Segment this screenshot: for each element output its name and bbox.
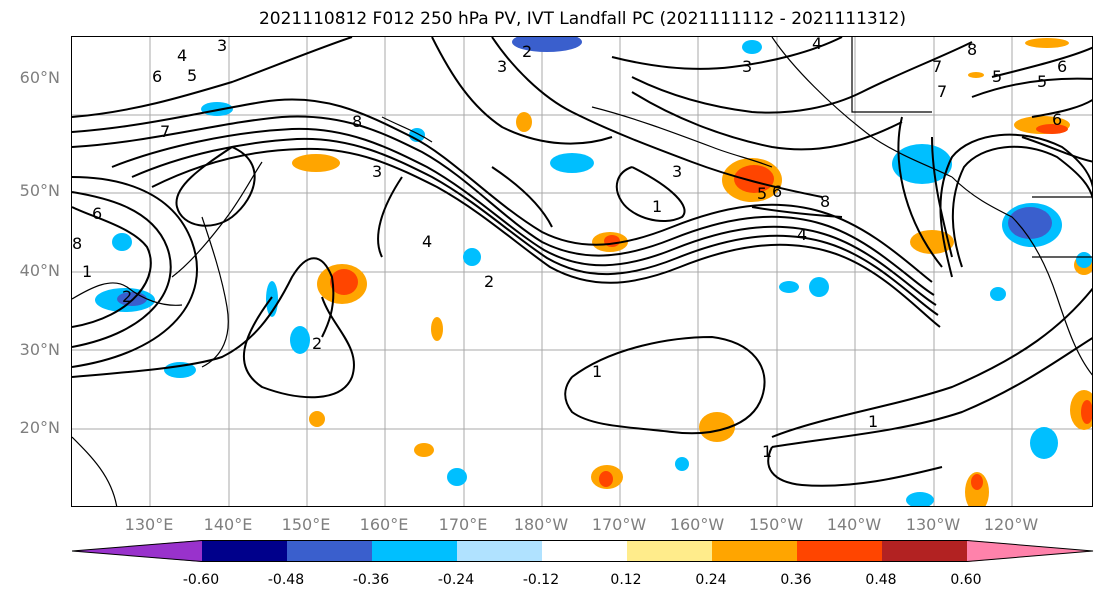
contour-label: 3 <box>217 37 227 55</box>
contour-label: 1 <box>652 197 662 216</box>
colorbar-outline <box>72 540 1094 562</box>
map-title: 2021110812 F012 250 hPa PV, IVT Landfall… <box>258 9 906 29</box>
contour-label: 6 <box>772 182 782 201</box>
contour-label: 2 <box>484 272 494 291</box>
contour-label: 5 <box>757 184 767 203</box>
lon-label: 170°E <box>438 515 488 534</box>
contour-label: 6 <box>92 204 102 223</box>
lat-label: 20°N <box>19 418 60 437</box>
colorbar-segment <box>72 540 202 562</box>
contour-label: 5 <box>187 66 197 85</box>
colorbar-tick: 0.48 <box>865 572 897 588</box>
colorbar-tick: -0.60 <box>182 572 220 588</box>
contour-label: 3 <box>372 162 382 181</box>
colorbar-tick: -0.24 <box>437 572 475 588</box>
contour-label: 1 <box>762 442 772 461</box>
lat-label: 50°N <box>19 181 60 200</box>
contour-label: 7 <box>932 57 942 76</box>
lat-label: 30°N <box>19 340 60 359</box>
lon-label: 160°W <box>669 515 725 534</box>
contour-label: 4 <box>177 46 187 65</box>
colorbar-tick: -0.48 <box>267 572 305 588</box>
map-canvas: 3 4 5 6 7 8 2 1 1 1 2 3 3 4 6 8 5 6 8 7 … <box>72 37 1092 506</box>
contour-label: 5 <box>992 67 1002 86</box>
contour-label: 6 <box>1052 110 1062 129</box>
contour-label: 8 <box>967 40 977 59</box>
graticule <box>72 37 1092 506</box>
colorbar-segment <box>882 540 967 562</box>
colorbar-tick: -0.12 <box>522 572 560 588</box>
contour-label: 1 <box>868 412 878 431</box>
contour-label: 2 <box>522 42 532 61</box>
contour-label: 4 <box>797 225 807 244</box>
colorbar-segment <box>202 540 287 562</box>
lon-label: 130°W <box>905 515 961 534</box>
colorbar-segment <box>797 540 882 562</box>
lon-label: 150°E <box>281 515 331 534</box>
contour-label: 6 <box>1057 57 1067 76</box>
contour-label: 2 <box>312 334 322 353</box>
lon-label: 120°W <box>983 515 1039 534</box>
contour-label-group: 3 4 5 6 7 8 2 1 1 1 2 3 3 4 6 8 5 6 8 7 … <box>72 37 1067 461</box>
contour-label: 8 <box>72 234 82 253</box>
colorbar-tick: 0.36 <box>780 572 812 588</box>
contour-label: 1 <box>82 262 92 281</box>
colorbar-segment <box>372 540 457 562</box>
contour-label: 3 <box>497 57 507 76</box>
colorbar-tick: 0.12 <box>610 572 642 588</box>
pv-contours <box>72 37 1092 487</box>
colorbar-segment <box>712 540 797 562</box>
contour-label: 7 <box>160 122 170 141</box>
colorbar-tick: 0.24 <box>695 572 727 588</box>
colorbar-segment <box>627 540 712 562</box>
colorbar-segment <box>287 540 372 562</box>
ivt-shading <box>95 37 1092 506</box>
contour-label: 8 <box>820 192 830 211</box>
lat-label: 40°N <box>19 261 60 280</box>
lon-label: 150°W <box>748 515 804 534</box>
colorbar <box>72 540 1094 562</box>
lon-label: 180°W <box>513 515 569 534</box>
contour-label: 4 <box>812 37 822 53</box>
contour-label: 3 <box>672 162 682 181</box>
contour-label: 2 <box>122 287 132 306</box>
colorbar-tick: 0.60 <box>950 572 982 588</box>
lon-label: 140°E <box>203 515 253 534</box>
contour-label: 3 <box>742 57 752 76</box>
contour-label: 4 <box>422 232 432 251</box>
colorbar-tick: -0.36 <box>352 572 390 588</box>
lon-label: 160°E <box>359 515 409 534</box>
contour-label: 7 <box>937 82 947 101</box>
lon-label: 130°E <box>124 515 174 534</box>
lon-label: 170°W <box>591 515 647 534</box>
colorbar-segment <box>457 540 542 562</box>
coastlines <box>72 37 1092 506</box>
contour-label: 1 <box>592 362 602 381</box>
contour-label: 5 <box>1037 72 1047 91</box>
contour-label: 6 <box>152 67 162 86</box>
lon-label: 140°W <box>826 515 882 534</box>
lat-label: 60°N <box>19 68 60 87</box>
contour-label: 8 <box>352 112 362 131</box>
colorbar-segment <box>542 540 627 562</box>
colorbar-segment <box>967 540 1094 562</box>
pv-ivt-map: 3 4 5 6 7 8 2 1 1 1 2 3 3 4 6 8 5 6 8 7 … <box>71 36 1093 507</box>
